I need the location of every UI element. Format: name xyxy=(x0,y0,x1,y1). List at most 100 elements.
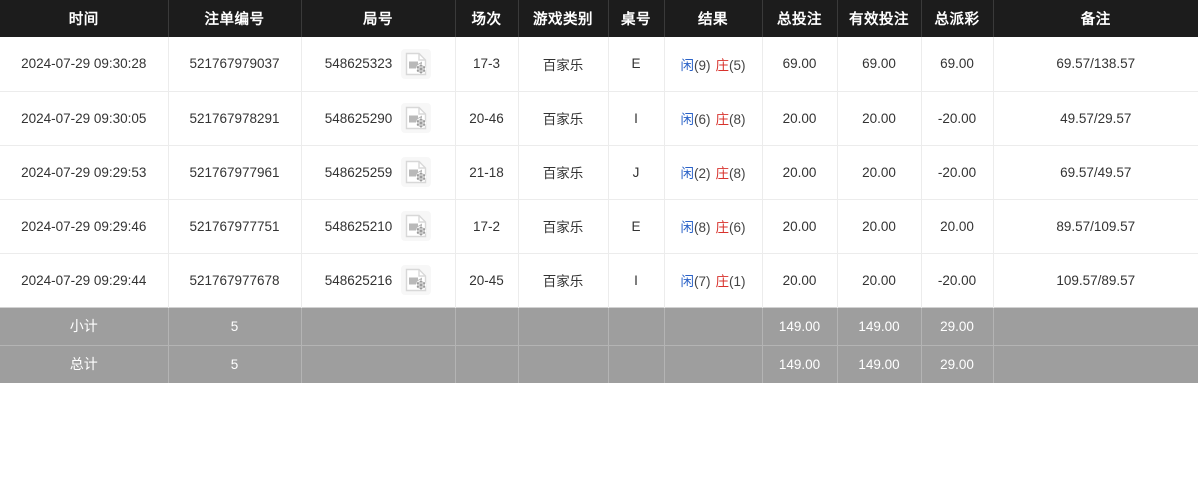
cell-table-no: I xyxy=(608,252,665,307)
summary-table-no xyxy=(608,306,665,345)
summary-count: 5 xyxy=(168,306,302,345)
cell-valid-bet: 20.00 xyxy=(837,252,922,307)
cell-game-type: 百家乐 xyxy=(518,198,609,253)
table-header: 时间 注单编号 局号 场次 游戏类别 桌号 结果 总投注 有效投注 总派彩 备注 xyxy=(0,0,1198,37)
summary-row: 总计 5 149.00 149.00 29.00 xyxy=(0,344,1198,383)
column-header-game_type[interactable]: 游戏类别 xyxy=(518,0,609,37)
table-header-row: 时间 注单编号 局号 场次 游戏类别 桌号 结果 总投注 有效投注 总派彩 备注 xyxy=(0,0,1198,37)
result-banker-value: (6) xyxy=(729,220,746,235)
cell-time: 2024-07-29 09:30:28 xyxy=(0,37,169,91)
summary-label: 总计 xyxy=(0,344,169,383)
cell-total-payout: 69.00 xyxy=(921,37,994,91)
summary-remark xyxy=(993,344,1198,383)
cell-table-no: J xyxy=(608,144,665,199)
result-banker-label: 庄 xyxy=(715,112,730,127)
round-no-text: 548625323 xyxy=(324,56,393,72)
cell-time: 2024-07-29 09:29:46 xyxy=(0,198,169,253)
summary-valid-bet: 149.00 xyxy=(837,306,922,345)
cell-session: 17-3 xyxy=(455,37,519,91)
cell-remark: 69.57/138.57 xyxy=(1056,56,1136,72)
result-player-value: (7) xyxy=(694,274,711,289)
round-no-text: 548625259 xyxy=(324,164,393,180)
summary-count: 5 xyxy=(168,344,302,383)
result-text: 闲(2) 庄(8) xyxy=(681,166,746,181)
result-player-label: 闲 xyxy=(680,166,695,181)
table-body: 2024-07-29 09:30:28 521767979037 548625323… xyxy=(0,37,1198,383)
table-row[interactable]: 2024-07-29 09:30:28 521767979037 548625323… xyxy=(0,37,1198,91)
result-player-label: 闲 xyxy=(680,274,695,289)
cell-time: 2024-07-29 09:30:05 xyxy=(0,90,169,145)
bet-records-table: 时间 注单编号 局号 场次 游戏类别 桌号 结果 总投注 有效投注 总派彩 备注 2024-07-2… xyxy=(0,0,1198,383)
result-text: 闲(7) 庄(1) xyxy=(681,274,746,289)
summary-total-bet: 149.00 xyxy=(762,306,838,345)
summary-game-type xyxy=(518,344,609,383)
result-player-value: (2) xyxy=(694,166,711,181)
cell-round-no: 548625216 xyxy=(301,252,456,307)
broken-video-thumbnail-icon[interactable] xyxy=(401,157,432,187)
result-banker-value: (1) xyxy=(729,274,746,289)
broken-video-thumbnail-icon[interactable] xyxy=(401,103,432,133)
cell-round-no: 548625210 xyxy=(301,198,456,253)
cell-total-payout: -20.00 xyxy=(921,252,994,307)
summary-round-no xyxy=(301,306,456,345)
cell-total-payout: 20.00 xyxy=(921,198,994,253)
cell-total-bet: 20.00 xyxy=(762,198,838,253)
result-player-value: (6) xyxy=(694,112,711,127)
result-banker-value: (8) xyxy=(729,112,746,127)
cell-round-no: 548625323 xyxy=(301,37,456,91)
round-no-text: 548625216 xyxy=(324,272,393,288)
table-row[interactable]: 2024-07-29 09:29:53 521767977961 548625259… xyxy=(0,144,1198,199)
cell-result: 闲(6) 庄(8) xyxy=(664,90,763,145)
cell-result: 闲(8) 庄(6) xyxy=(664,198,763,253)
broken-video-thumbnail-icon[interactable] xyxy=(401,211,432,241)
column-header-result[interactable]: 结果 xyxy=(664,0,763,37)
cell-total-payout: -20.00 xyxy=(921,144,994,199)
cell-result: 闲(7) 庄(1) xyxy=(664,252,763,307)
column-header-total_bet[interactable]: 总投注 xyxy=(762,0,838,37)
cell-time: 2024-07-29 09:29:53 xyxy=(0,144,169,199)
cell-round-no: 548625259 xyxy=(301,144,456,199)
column-header-remark[interactable]: 备注 xyxy=(993,0,1198,37)
result-player-label: 闲 xyxy=(680,112,695,127)
cell-remark: 89.57/109.57 xyxy=(993,198,1198,253)
cell-remark: 49.57/29.57 xyxy=(993,90,1198,145)
column-header-time[interactable]: 时间 xyxy=(0,0,169,37)
column-header-total_payout[interactable]: 总派彩 xyxy=(921,0,994,37)
summary-session xyxy=(455,344,519,383)
summary-result xyxy=(664,344,763,383)
column-header-bet_no[interactable]: 注单编号 xyxy=(168,0,302,37)
table-row[interactable]: 2024-07-29 09:29:46 521767977751 548625210… xyxy=(0,198,1198,253)
summary-label: 小计 xyxy=(0,306,169,345)
cell-game-type: 百家乐 xyxy=(518,252,609,307)
result-player-label: 闲 xyxy=(680,57,695,73)
cell-bet-no: 521767977961 xyxy=(168,144,302,199)
cell-game-type: 百家乐 xyxy=(518,90,609,145)
broken-video-thumbnail-icon[interactable] xyxy=(401,265,432,295)
summary-total-bet: 149.00 xyxy=(762,344,838,383)
summary-total-payout: 29.00 xyxy=(921,344,994,383)
cell-session: 20-45 xyxy=(455,252,519,307)
column-header-session[interactable]: 场次 xyxy=(455,0,519,37)
broken-video-thumbnail-icon[interactable] xyxy=(401,48,432,79)
cell-bet-no: 521767978291 xyxy=(168,90,302,145)
table-row[interactable]: 2024-07-29 09:29:44 521767977678 548625216… xyxy=(0,252,1198,307)
column-header-table_no[interactable]: 桌号 xyxy=(608,0,665,37)
cell-valid-bet: 20.00 xyxy=(837,144,922,199)
result-banker-value: (8) xyxy=(729,166,746,181)
cell-session: 21-18 xyxy=(455,144,519,199)
column-header-round_no[interactable]: 局号 xyxy=(301,0,456,37)
cell-bet-no: 521767977751 xyxy=(168,198,302,253)
cell-valid-bet: 69.00 xyxy=(837,37,922,91)
summary-round-no xyxy=(301,344,456,383)
result-text: 闲(6) 庄(8) xyxy=(681,112,746,127)
result-player-value: (8) xyxy=(694,220,711,235)
cell-game-type: 百家乐 xyxy=(518,144,609,199)
cell-round-no: 548625290 xyxy=(301,90,456,145)
cell-bet-no: 521767979037 xyxy=(168,37,302,91)
cell-table-no: E xyxy=(608,198,665,253)
result-banker-label: 庄 xyxy=(715,57,730,73)
round-no-text: 548625210 xyxy=(324,218,393,234)
summary-total-payout: 29.00 xyxy=(921,306,994,345)
column-header-valid_bet[interactable]: 有效投注 xyxy=(837,0,922,37)
table-row[interactable]: 2024-07-29 09:30:05 521767978291 548625290… xyxy=(0,90,1198,145)
